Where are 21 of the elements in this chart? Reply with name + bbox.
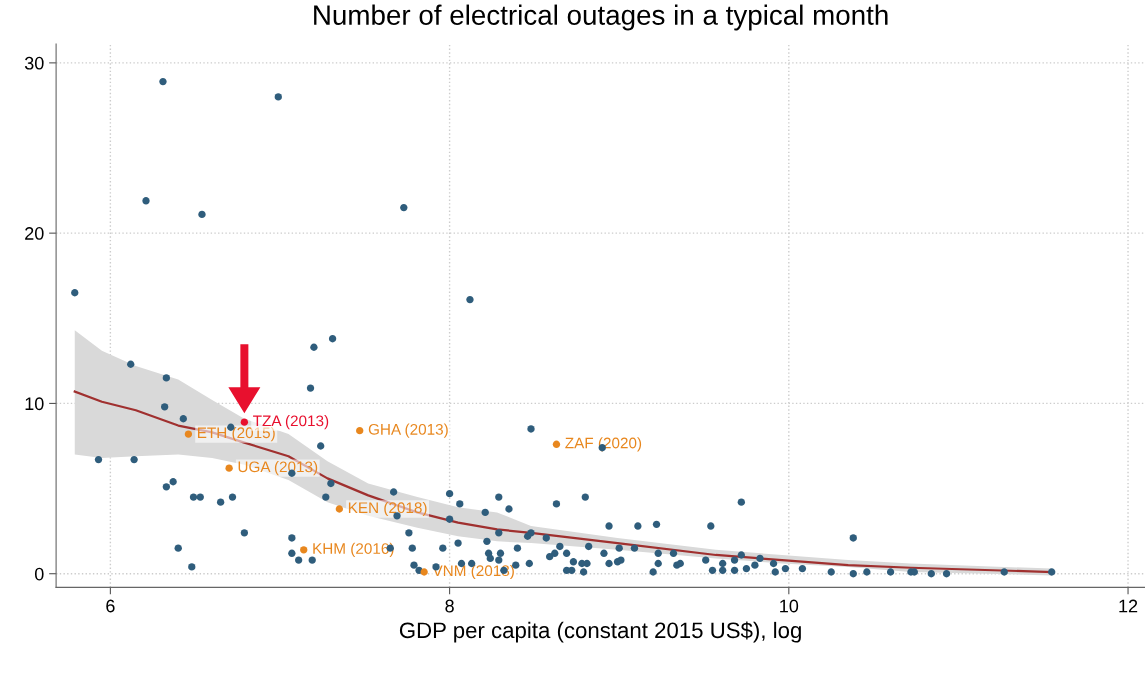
x-tick-label: 6 <box>106 599 115 613</box>
y-tick-label: 0 <box>34 567 44 581</box>
point <box>335 505 344 513</box>
x-tick-label: 8 <box>445 599 454 613</box>
x-tick-label: 10 <box>780 599 799 613</box>
point <box>552 440 561 448</box>
point <box>300 546 308 554</box>
point <box>184 430 193 438</box>
annotation: KEN (2018) <box>348 501 427 517</box>
point <box>420 568 428 576</box>
annotation: GHA (2013) <box>368 423 448 438</box>
y-tick-label: 30 <box>24 56 44 70</box>
point <box>225 464 233 472</box>
x-axis-title: GDP per capita (constant 2015 US$), log <box>399 621 801 643</box>
x-tick-label: 12 <box>1119 599 1138 613</box>
y-tick-label: 10 <box>25 397 44 411</box>
y-tick-label: 20 <box>25 227 44 240</box>
annotation: UGA (2013) <box>238 461 318 476</box>
point <box>356 427 364 435</box>
chart-title: Number of electrical outages in a typical month <box>314 4 888 31</box>
annotation: ETH (2015) <box>197 426 275 442</box>
